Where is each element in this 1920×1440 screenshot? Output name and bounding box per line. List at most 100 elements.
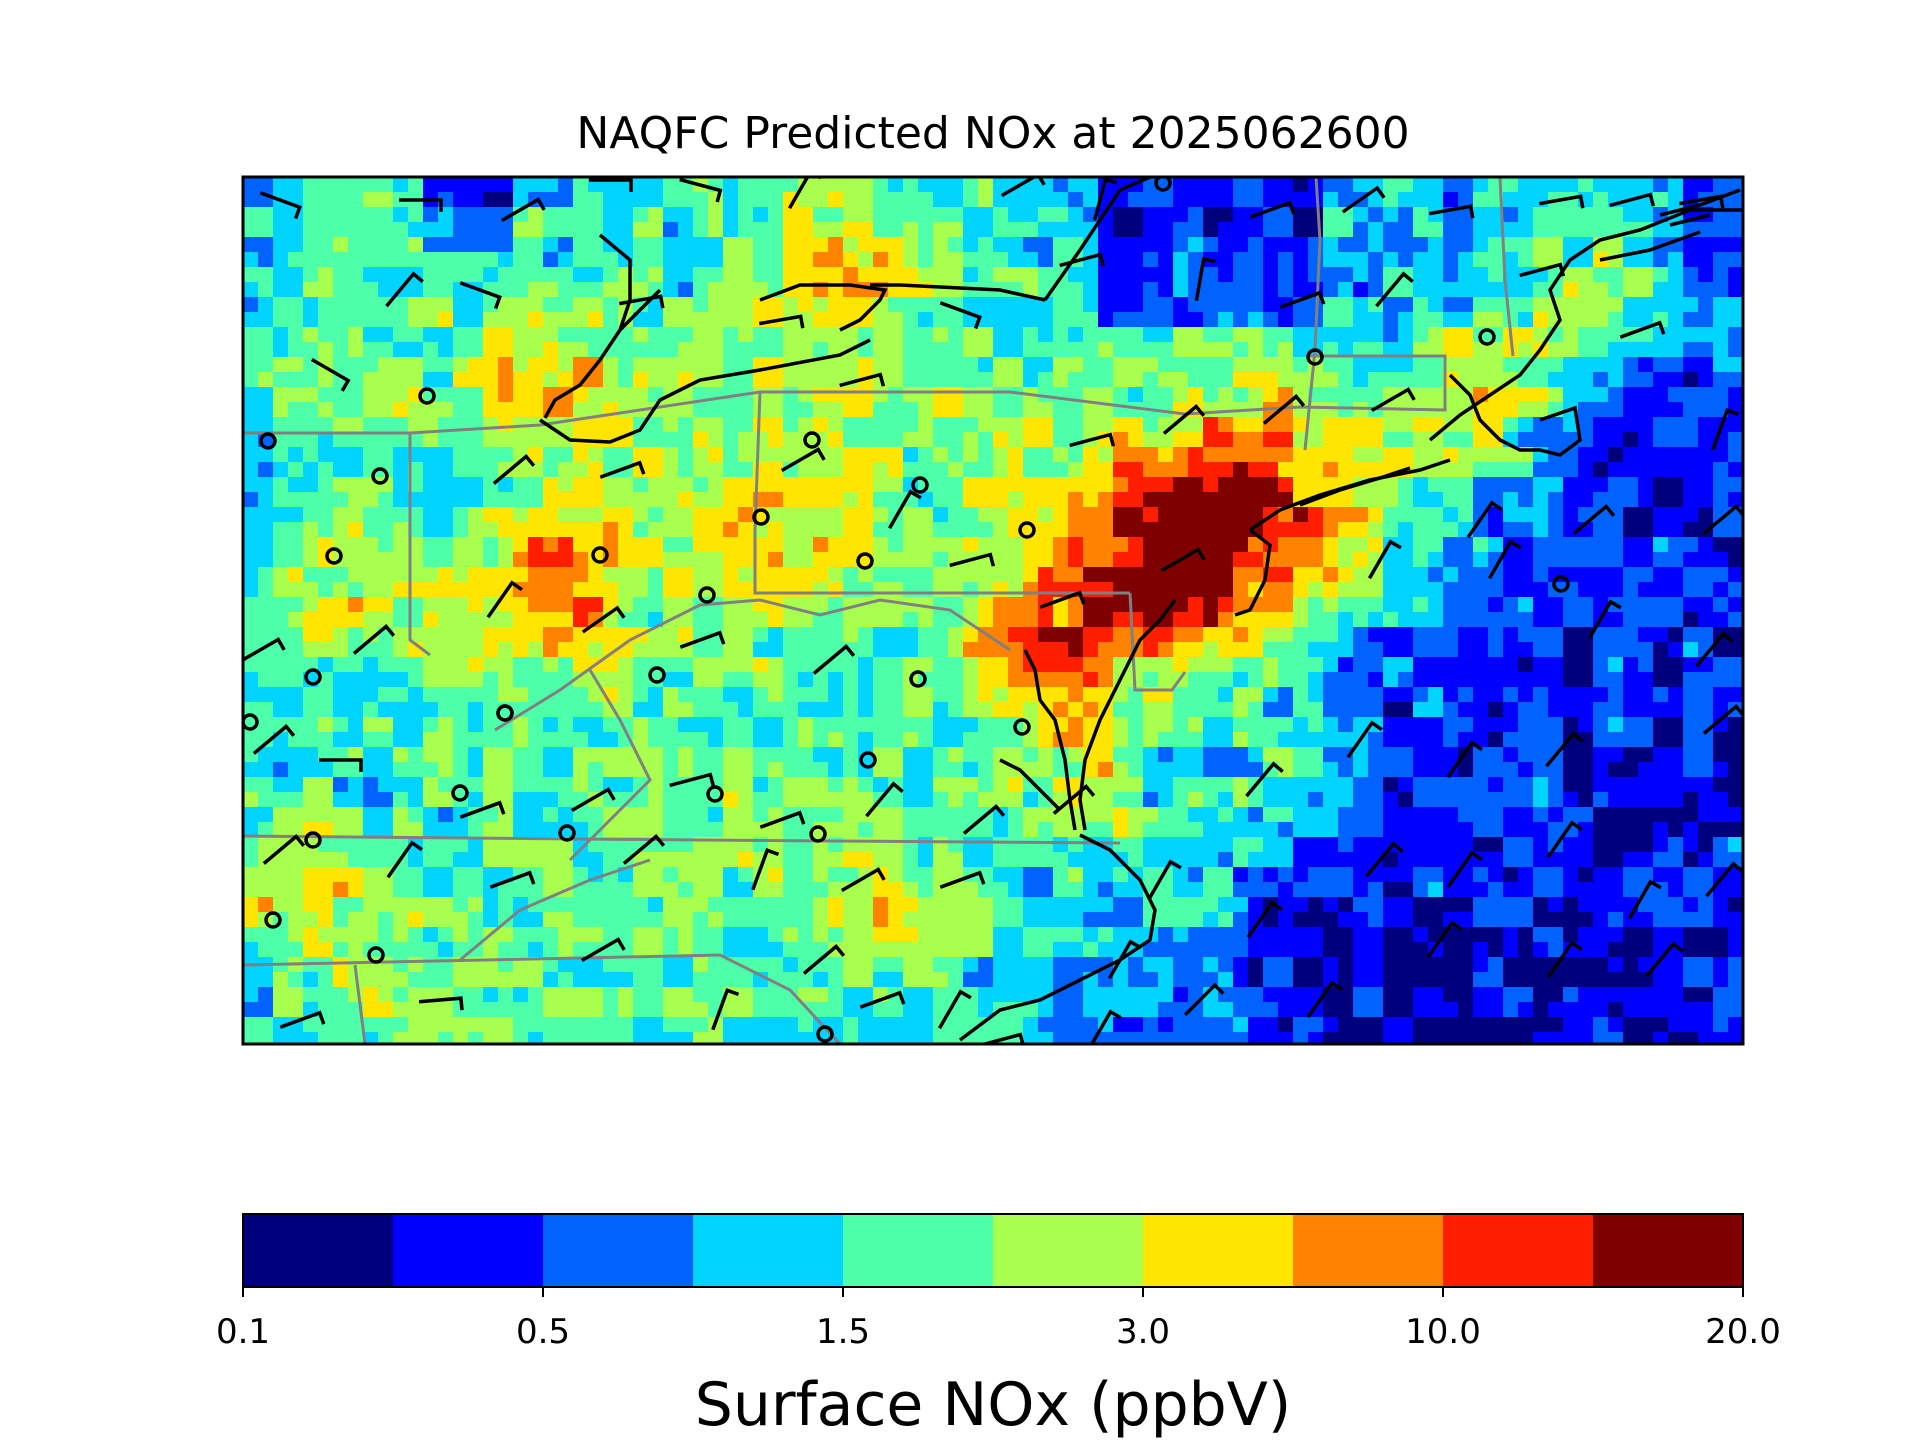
field-cell: [1533, 522, 1549, 538]
field-cell: [1143, 657, 1159, 673]
field-cell: [738, 672, 754, 688]
field-cell: [618, 552, 634, 568]
field-cell: [1083, 552, 1099, 568]
field-cell: [453, 837, 469, 853]
field-cell: [1608, 777, 1624, 793]
field-cell: [1173, 177, 1189, 193]
field-cell: [483, 867, 499, 883]
field-cell: [288, 282, 304, 298]
field-cell: [1308, 192, 1324, 208]
field-cell: [1128, 507, 1144, 523]
field-cell: [1008, 372, 1024, 388]
field-cell: [258, 297, 274, 313]
field-cell: [1518, 642, 1534, 658]
field-cell: [363, 477, 379, 493]
field-cell: [723, 822, 739, 838]
field-cell: [1203, 297, 1219, 313]
field-cell: [1218, 822, 1234, 838]
field-cell: [1668, 882, 1684, 898]
field-cell: [573, 867, 589, 883]
field-cell: [363, 342, 379, 358]
field-cell: [393, 462, 409, 478]
field-cell: [1593, 792, 1609, 808]
field-cell: [723, 297, 739, 313]
field-cell: [1578, 897, 1594, 913]
field-cell: [318, 477, 334, 493]
field-cell: [918, 417, 934, 433]
field-cell: [558, 462, 574, 478]
field-cell: [1698, 837, 1714, 853]
field-cell: [243, 732, 259, 748]
field-cell: [1383, 507, 1399, 523]
field-cell: [1158, 522, 1174, 538]
field-cell: [243, 492, 259, 508]
field-cell: [1263, 447, 1279, 463]
field-cell: [243, 327, 259, 343]
field-cell: [798, 237, 814, 253]
field-cell: [1353, 297, 1369, 313]
field-cell: [918, 867, 934, 883]
field-cell: [1683, 537, 1699, 553]
field-cell: [708, 762, 724, 778]
field-cell: [918, 402, 934, 418]
field-cell: [573, 207, 589, 223]
field-cell: [978, 447, 994, 463]
field-cell: [1518, 702, 1534, 718]
field-cell: [1053, 657, 1069, 673]
field-cell: [1308, 462, 1324, 478]
field-cell: [423, 537, 439, 553]
field-cell: [873, 717, 889, 733]
field-cell: [1398, 612, 1414, 628]
field-cell: [933, 177, 949, 193]
field-cell: [1653, 762, 1669, 778]
field-cell: [393, 567, 409, 583]
field-cell: [1068, 897, 1084, 913]
field-cell: [258, 402, 274, 418]
field-cell: [1263, 552, 1279, 568]
field-cell: [1533, 732, 1549, 748]
field-cell: [1083, 852, 1099, 868]
field-cell: [543, 642, 559, 658]
field-cell: [663, 597, 679, 613]
field-cell: [1548, 867, 1564, 883]
field-cell: [1698, 897, 1714, 913]
field-cell: [393, 252, 409, 268]
field-cell: [588, 582, 604, 598]
field-cell: [1188, 297, 1204, 313]
field-cell: [1458, 792, 1474, 808]
field-cell: [1428, 777, 1444, 793]
field-cell: [1728, 327, 1743, 343]
field-cell: [903, 687, 919, 703]
field-cell: [1608, 207, 1624, 223]
field-cell: [1233, 447, 1249, 463]
field-cell: [678, 402, 694, 418]
field-cell: [273, 477, 289, 493]
field-cell: [888, 342, 904, 358]
field-cell: [978, 267, 994, 283]
field-cell: [1608, 897, 1624, 913]
field-cell: [738, 897, 754, 913]
field-cell: [1128, 252, 1144, 268]
field-cell: [948, 657, 964, 673]
field-cell: [1248, 522, 1264, 538]
field-cell: [828, 747, 844, 763]
field-cell: [993, 657, 1009, 673]
field-cell: [528, 282, 544, 298]
field-cell: [543, 792, 559, 808]
field-cell: [513, 507, 529, 523]
field-cell: [1458, 432, 1474, 448]
field-cell: [393, 807, 409, 823]
field-cell: [873, 387, 889, 403]
field-cell: [1173, 897, 1189, 913]
field-cell: [423, 297, 439, 313]
field-cell: [423, 672, 439, 688]
field-cell: [1668, 312, 1684, 328]
field-cell: [948, 447, 964, 463]
field-cell: [1413, 387, 1429, 403]
field-cell: [468, 372, 484, 388]
field-cell: [1353, 492, 1369, 508]
field-cell: [1293, 507, 1309, 523]
field-cell: [1203, 282, 1219, 298]
field-cell: [843, 177, 859, 193]
field-cell: [588, 807, 604, 823]
